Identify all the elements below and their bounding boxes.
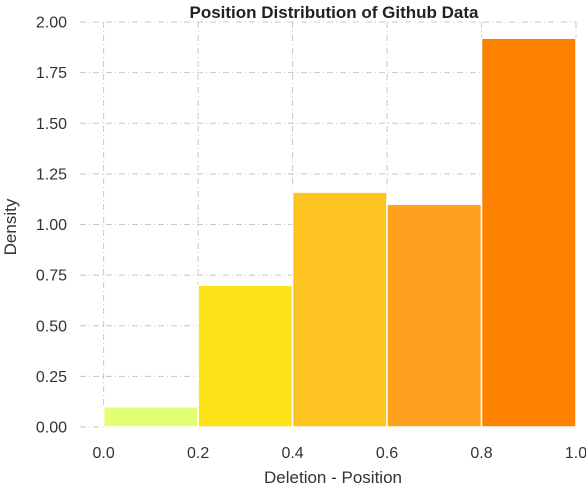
chart-title: Position Distribution of Github Data <box>190 3 480 22</box>
x-tick-label-3: 0.6 <box>376 445 398 462</box>
histogram-bar-4 <box>480 37 577 428</box>
y-tick-label-5: 1.25 <box>36 166 67 183</box>
bars <box>102 37 577 428</box>
x-tick-label-4: 0.8 <box>470 445 492 462</box>
histogram-bar-2 <box>291 191 388 428</box>
y-tick-label-0: 0.00 <box>36 420 67 437</box>
x-tick-label-5: 1.0 <box>565 445 586 462</box>
x-tick-label-2: 0.4 <box>281 445 303 462</box>
y-tick-label-7: 1.75 <box>36 65 67 82</box>
histogram-bar-0 <box>102 406 199 428</box>
x-tick-label-1: 0.2 <box>187 445 209 462</box>
histogram-bar-3 <box>386 203 483 428</box>
y-tick-label-2: 0.50 <box>36 318 67 335</box>
histogram-bar-1 <box>197 284 294 428</box>
y-axis-ticks: 0.00 0.25 0.50 0.75 1.00 1.25 1.50 1.75 2.00 <box>36 15 67 437</box>
y-tick-label-3: 0.75 <box>36 268 67 285</box>
y-tick-label-1: 0.25 <box>36 369 67 386</box>
y-axis-label: Density <box>1 198 20 255</box>
x-tick-label-0: 0.0 <box>92 445 114 462</box>
x-axis-label: Deletion - Position <box>264 468 402 484</box>
x-axis-ticks: 0.0 0.2 0.4 0.6 0.8 1.0 <box>92 445 586 462</box>
y-tick-label-8: 2.00 <box>36 15 67 32</box>
y-tick-label-4: 1.00 <box>36 217 67 234</box>
y-tick-label-6: 1.50 <box>36 116 67 133</box>
